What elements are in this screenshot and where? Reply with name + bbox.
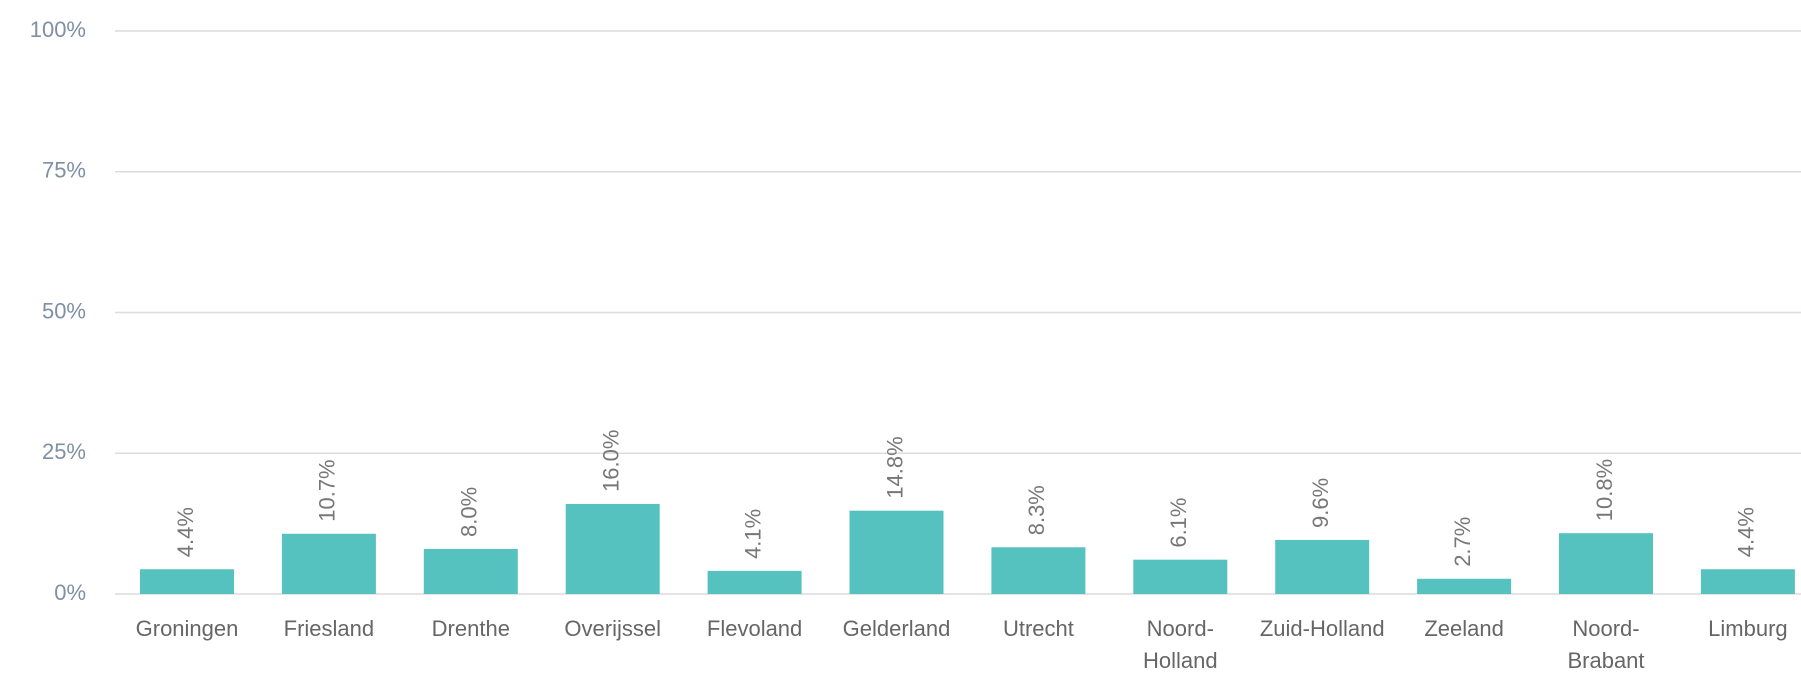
y-tick-label: 100% — [30, 17, 86, 42]
data-label: 8.3% — [1024, 485, 1049, 535]
data-label: 10.8% — [1592, 459, 1617, 521]
bar — [1417, 578, 1512, 594]
bar — [423, 548, 518, 594]
y-tick-label: 0% — [54, 580, 86, 605]
data-label: 14.8% — [882, 436, 907, 498]
data-label: 8.0% — [457, 487, 482, 537]
data-label: 6.1% — [1166, 498, 1191, 548]
bar — [281, 533, 376, 594]
y-tick-label: 50% — [42, 298, 86, 323]
label-line: Noord- — [1147, 616, 1214, 641]
bar — [849, 510, 944, 594]
bar — [1275, 539, 1370, 594]
x-tick-label: Flevoland — [707, 616, 802, 641]
y-tick-label: 75% — [42, 158, 86, 183]
bar — [1559, 533, 1653, 594]
label-line: Holland — [1143, 648, 1218, 673]
x-tick-label: Utrecht — [1003, 616, 1074, 641]
label-line: Brabant — [1567, 648, 1644, 673]
x-tick-label: Overijssel — [564, 616, 661, 641]
bar — [565, 503, 660, 594]
data-label: 9.6% — [1308, 478, 1333, 528]
x-tick-label: Groningen — [136, 616, 239, 641]
x-tick-label: Limburg — [1708, 616, 1787, 641]
y-tick-label: 25% — [42, 439, 86, 464]
bar — [1700, 569, 1795, 594]
bar — [991, 547, 1086, 594]
data-label: 4.4% — [1734, 507, 1759, 557]
label-line: Noord- — [1572, 616, 1639, 641]
bar — [1133, 559, 1228, 594]
data-label: 2.7% — [1450, 517, 1475, 567]
bar — [707, 570, 802, 594]
data-label: 10.7% — [315, 459, 340, 521]
data-label: 4.4% — [173, 507, 198, 557]
bar — [140, 569, 234, 594]
x-tick-label: Drenthe — [432, 616, 510, 641]
x-tick-label: Zuid-Holland — [1260, 616, 1385, 641]
data-label: 16.0% — [599, 430, 624, 492]
data-label: 4.1% — [740, 509, 765, 559]
x-tick-label: Friesland — [284, 616, 374, 641]
x-tick-label: Gelderland — [843, 616, 951, 641]
x-tick-label: Zeeland — [1424, 616, 1504, 641]
x-tick-label: Noord- Brabant — [1567, 616, 1644, 673]
x-tick-label: Noord- Holland — [1143, 616, 1218, 673]
